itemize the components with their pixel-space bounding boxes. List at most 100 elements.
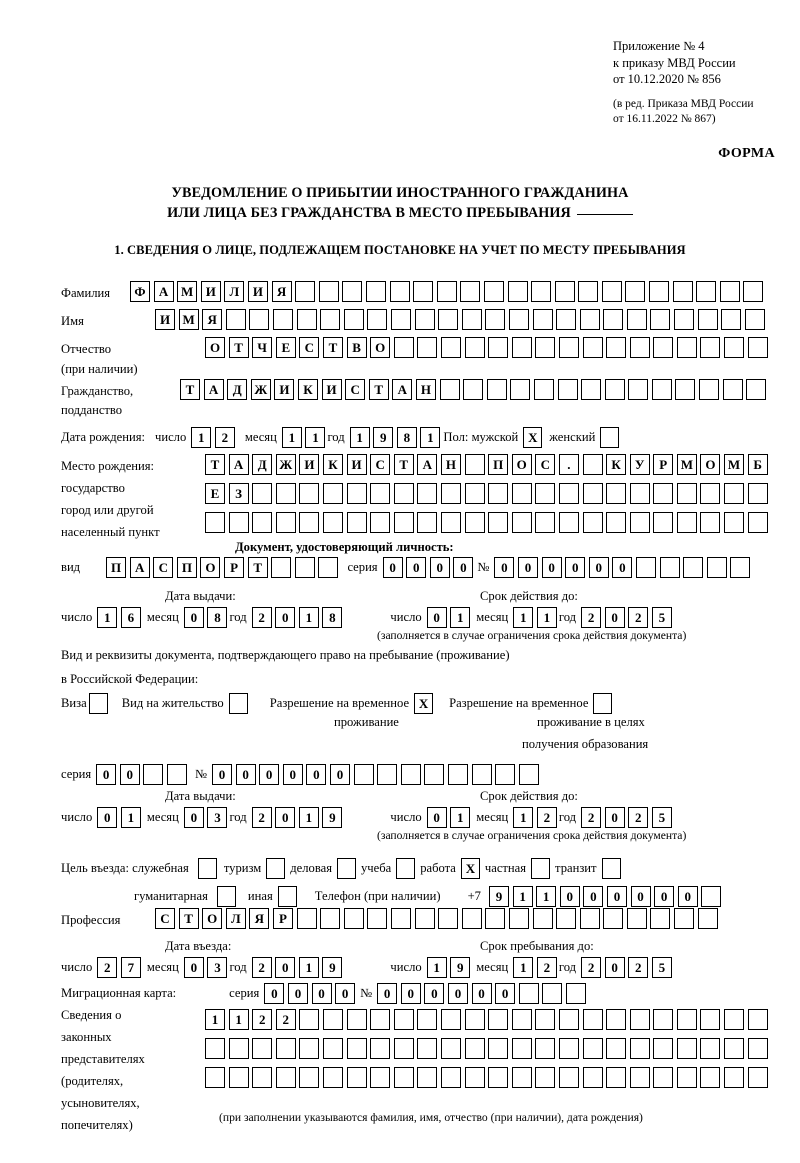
citizenship-cell[interactable]: [439, 379, 460, 400]
surname-cell[interactable]: Ф: [130, 281, 150, 302]
purpose-work-checkbox[interactable]: X: [460, 858, 480, 879]
profession-cell[interactable]: [674, 908, 695, 929]
permit-number-cell[interactable]: 0: [282, 764, 303, 785]
birth-place-cell[interactable]: [606, 512, 627, 533]
migration-series-cell[interactable]: 0: [287, 983, 308, 1004]
citizenship-cell[interactable]: [463, 379, 484, 400]
birth-place-cell[interactable]: [440, 512, 461, 533]
entry-day-cell[interactable]: 7: [120, 957, 141, 978]
stay-year-cell[interactable]: 0: [604, 957, 625, 978]
citizenship-cell[interactable]: [746, 379, 767, 400]
birth-place-cell[interactable]: [653, 483, 674, 504]
legal-rep-cell[interactable]: [629, 1067, 650, 1088]
migration-number-cell[interactable]: 0: [471, 983, 492, 1004]
legal-rep-cell[interactable]: [700, 1038, 721, 1059]
birth-place-cell[interactable]: З: [228, 483, 249, 504]
surname-cell[interactable]: [554, 281, 575, 302]
birth-place-cell[interactable]: [464, 512, 485, 533]
birth-place-cell[interactable]: [346, 512, 367, 533]
id-kind-cell[interactable]: С: [153, 557, 174, 578]
id-valid-month-cell[interactable]: 1: [536, 607, 557, 628]
birth-place-cell[interactable]: Р: [653, 454, 674, 475]
firstname-cell[interactable]: Я: [202, 309, 223, 330]
patronymic-cell[interactable]: [558, 337, 579, 358]
permit-valid-year-cell[interactable]: 5: [651, 807, 672, 828]
sex-male-checkbox[interactable]: X: [523, 427, 543, 448]
legal-rep-cell[interactable]: [724, 1009, 745, 1030]
permit-valid-year-cell[interactable]: 0: [604, 807, 625, 828]
legal-rep-cell[interactable]: [440, 1038, 461, 1059]
surname-cell[interactable]: [365, 281, 386, 302]
legal-rep-cell[interactable]: [582, 1067, 603, 1088]
birth-place-cell[interactable]: [582, 512, 603, 533]
birth-place-cell[interactable]: М: [676, 454, 697, 475]
legal-rep-cell[interactable]: [558, 1067, 579, 1088]
id-series-cell[interactable]: 0: [406, 557, 427, 578]
id-kind-cell[interactable]: Т: [247, 557, 268, 578]
birth-place-cell[interactable]: Е: [205, 483, 225, 504]
id-series-cell[interactable]: 0: [453, 557, 474, 578]
profession-cell[interactable]: О: [202, 908, 223, 929]
legal-rep-cell[interactable]: [393, 1009, 414, 1030]
legal-rep-cell[interactable]: [275, 1067, 296, 1088]
citizenship-cell[interactable]: К: [297, 379, 318, 400]
surname-cell[interactable]: [389, 281, 410, 302]
stay-month-cell[interactable]: 1: [513, 957, 534, 978]
citizenship-cell[interactable]: А: [203, 379, 224, 400]
permit-number-cell[interactable]: [495, 764, 516, 785]
permit-series-cell[interactable]: 0: [96, 764, 117, 785]
legal-rep-cell[interactable]: [700, 1067, 721, 1088]
profession-cell[interactable]: [296, 908, 317, 929]
permit-number-cell[interactable]: 0: [235, 764, 256, 785]
entry-month-cell[interactable]: 0: [183, 957, 204, 978]
birth-place-cell[interactable]: [747, 483, 768, 504]
birth-place-cell[interactable]: Н: [440, 454, 461, 475]
permit-issue-month-cell[interactable]: 3: [207, 807, 228, 828]
id-number-cell[interactable]: [683, 557, 704, 578]
surname-cell[interactable]: И: [247, 281, 268, 302]
legal-rep-cell[interactable]: [606, 1067, 627, 1088]
birth-place-cell[interactable]: .: [558, 454, 579, 475]
birth-year-cell[interactable]: 1: [420, 427, 441, 448]
legal-rep-cell[interactable]: [322, 1009, 343, 1030]
surname-cell[interactable]: [436, 281, 457, 302]
id-number-cell[interactable]: 0: [518, 557, 539, 578]
permit-issue-month-cell[interactable]: 0: [183, 807, 204, 828]
permit-valid-month-cell[interactable]: 1: [513, 807, 534, 828]
birth-day-cell[interactable]: 2: [214, 427, 235, 448]
patronymic-cell[interactable]: В: [346, 337, 367, 358]
legal-rep-cell[interactable]: [535, 1038, 556, 1059]
profession-cell[interactable]: [697, 908, 718, 929]
patronymic-cell[interactable]: [535, 337, 556, 358]
birth-place-cell[interactable]: [582, 454, 603, 475]
permit-number-cell[interactable]: [424, 764, 445, 785]
legal-rep-cell[interactable]: [747, 1009, 768, 1030]
firstname-cell[interactable]: [438, 309, 459, 330]
id-series-cell[interactable]: 0: [382, 557, 403, 578]
birth-place-cell[interactable]: У: [629, 454, 650, 475]
patronymic-cell[interactable]: [440, 337, 461, 358]
profession-cell[interactable]: [367, 908, 388, 929]
patronymic-cell[interactable]: Т: [322, 337, 343, 358]
migration-number-cell[interactable]: 0: [447, 983, 468, 1004]
entry-year-cell[interactable]: 1: [298, 957, 319, 978]
profession-cell[interactable]: [438, 908, 459, 929]
patronymic-cell[interactable]: О: [205, 337, 225, 358]
birth-place-cell[interactable]: [370, 512, 391, 533]
phone-cell[interactable]: 9: [488, 886, 509, 907]
id-valid-year-cell[interactable]: 5: [651, 607, 672, 628]
id-number-cell[interactable]: 0: [612, 557, 633, 578]
legal-rep-cell[interactable]: [322, 1038, 343, 1059]
citizenship-cell[interactable]: [581, 379, 602, 400]
profession-cell[interactable]: [579, 908, 600, 929]
